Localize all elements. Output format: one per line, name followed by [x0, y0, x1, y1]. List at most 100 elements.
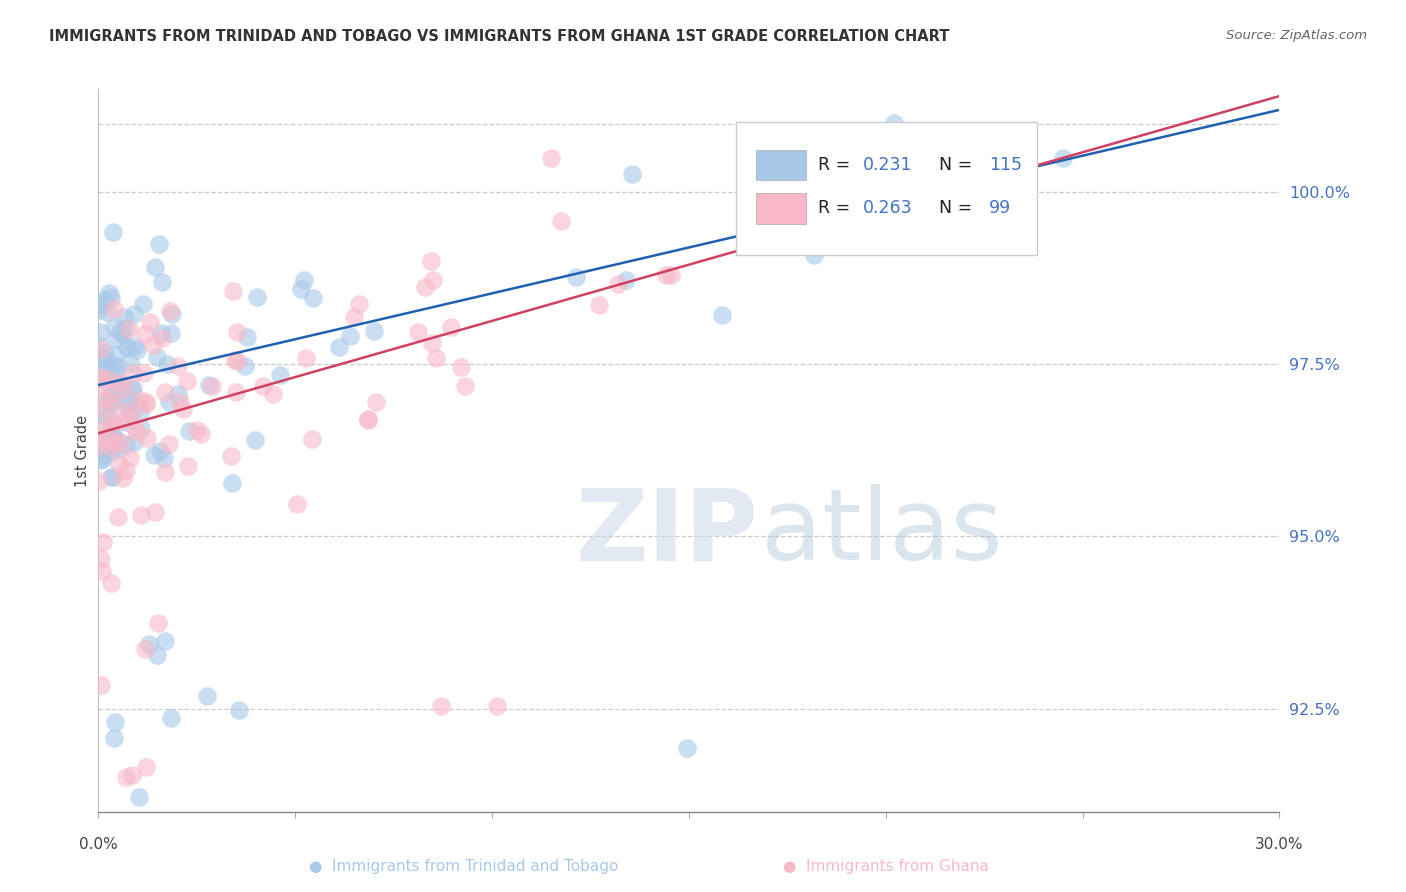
Point	[103, 396, 125, 410]
Point	[87, 439, 110, 453]
Point	[143, 448, 166, 462]
Point	[96, 381, 118, 395]
Point	[146, 351, 169, 365]
Point	[100, 470, 122, 484]
Point	[156, 357, 179, 371]
Point	[143, 260, 166, 274]
Point	[128, 405, 150, 419]
Point	[756, 210, 779, 224]
Point	[120, 382, 142, 396]
Point	[104, 374, 127, 388]
Point	[124, 421, 146, 435]
Point	[93, 408, 115, 422]
Point	[143, 505, 166, 519]
Point	[108, 378, 131, 392]
Text: IMMIGRANTS FROM TRINIDAD AND TOBAGO VS IMMIGRANTS FROM GHANA 1ST GRADE CORRELATI: IMMIGRANTS FROM TRINIDAD AND TOBAGO VS I…	[49, 29, 949, 44]
Point	[160, 711, 183, 725]
Point	[112, 310, 135, 324]
Text: 0.0%: 0.0%	[79, 837, 118, 852]
Point	[115, 462, 138, 476]
Point	[621, 168, 644, 182]
Point	[285, 498, 308, 512]
Point	[91, 452, 114, 467]
Point	[136, 431, 159, 445]
Point	[97, 372, 120, 386]
Point	[849, 206, 872, 220]
Point	[125, 343, 148, 358]
Point	[96, 433, 118, 447]
Point	[89, 453, 111, 467]
Point	[176, 374, 198, 388]
FancyBboxPatch shape	[756, 150, 806, 180]
Point	[101, 358, 124, 372]
Point	[90, 364, 112, 378]
Point	[221, 285, 243, 299]
Point	[357, 413, 380, 427]
Point	[107, 442, 129, 457]
Point	[710, 309, 733, 323]
Y-axis label: 1st Grade: 1st Grade	[75, 415, 90, 486]
Point	[122, 381, 145, 395]
Point	[149, 444, 172, 458]
Text: N =: N =	[928, 156, 977, 174]
Point	[131, 421, 153, 435]
Point	[101, 394, 124, 409]
Point	[153, 450, 176, 465]
Point	[252, 379, 274, 393]
Point	[198, 378, 221, 392]
Point	[118, 321, 141, 335]
Point	[98, 390, 121, 404]
Point	[675, 740, 697, 755]
Point	[128, 790, 150, 805]
Text: R =: R =	[818, 156, 855, 174]
Point	[588, 298, 610, 312]
Point	[89, 326, 111, 340]
Point	[89, 357, 111, 371]
Point	[565, 270, 588, 285]
Point	[96, 305, 118, 319]
Point	[110, 435, 132, 450]
Point	[349, 297, 371, 311]
Point	[219, 449, 242, 463]
Point	[104, 433, 127, 447]
Point	[364, 394, 387, 409]
Point	[124, 339, 146, 353]
Point	[160, 326, 183, 340]
Point	[94, 346, 117, 360]
Point	[228, 703, 250, 717]
Point	[98, 424, 121, 438]
Point	[100, 440, 122, 454]
Text: 30.0%: 30.0%	[1256, 837, 1303, 852]
Point	[190, 427, 212, 442]
Point	[103, 302, 125, 317]
Text: 0.231: 0.231	[862, 156, 912, 174]
Point	[153, 465, 176, 479]
Point	[406, 325, 429, 339]
Point	[93, 293, 115, 307]
Text: ●  Immigrants from Trinidad and Tobago: ● Immigrants from Trinidad and Tobago	[309, 859, 619, 874]
Text: 115: 115	[988, 156, 1022, 174]
Text: ●  Immigrants from Ghana: ● Immigrants from Ghana	[783, 859, 988, 874]
Point	[246, 290, 269, 304]
Point	[135, 395, 157, 409]
Point	[90, 678, 112, 692]
Text: Source: ZipAtlas.com: Source: ZipAtlas.com	[1226, 29, 1367, 42]
Point	[201, 379, 224, 393]
Point	[440, 319, 463, 334]
Point	[235, 330, 257, 344]
Point	[343, 310, 366, 324]
Text: 99: 99	[988, 200, 1011, 218]
Point	[153, 385, 176, 400]
Point	[100, 290, 122, 304]
Point	[89, 423, 111, 437]
Point	[100, 417, 122, 432]
Point	[103, 469, 125, 483]
Point	[100, 444, 122, 458]
Point	[121, 366, 143, 380]
Point	[614, 273, 637, 287]
Point	[363, 324, 385, 338]
Point	[93, 350, 115, 364]
Point	[87, 372, 110, 386]
Point	[883, 116, 905, 130]
Point	[100, 396, 122, 410]
